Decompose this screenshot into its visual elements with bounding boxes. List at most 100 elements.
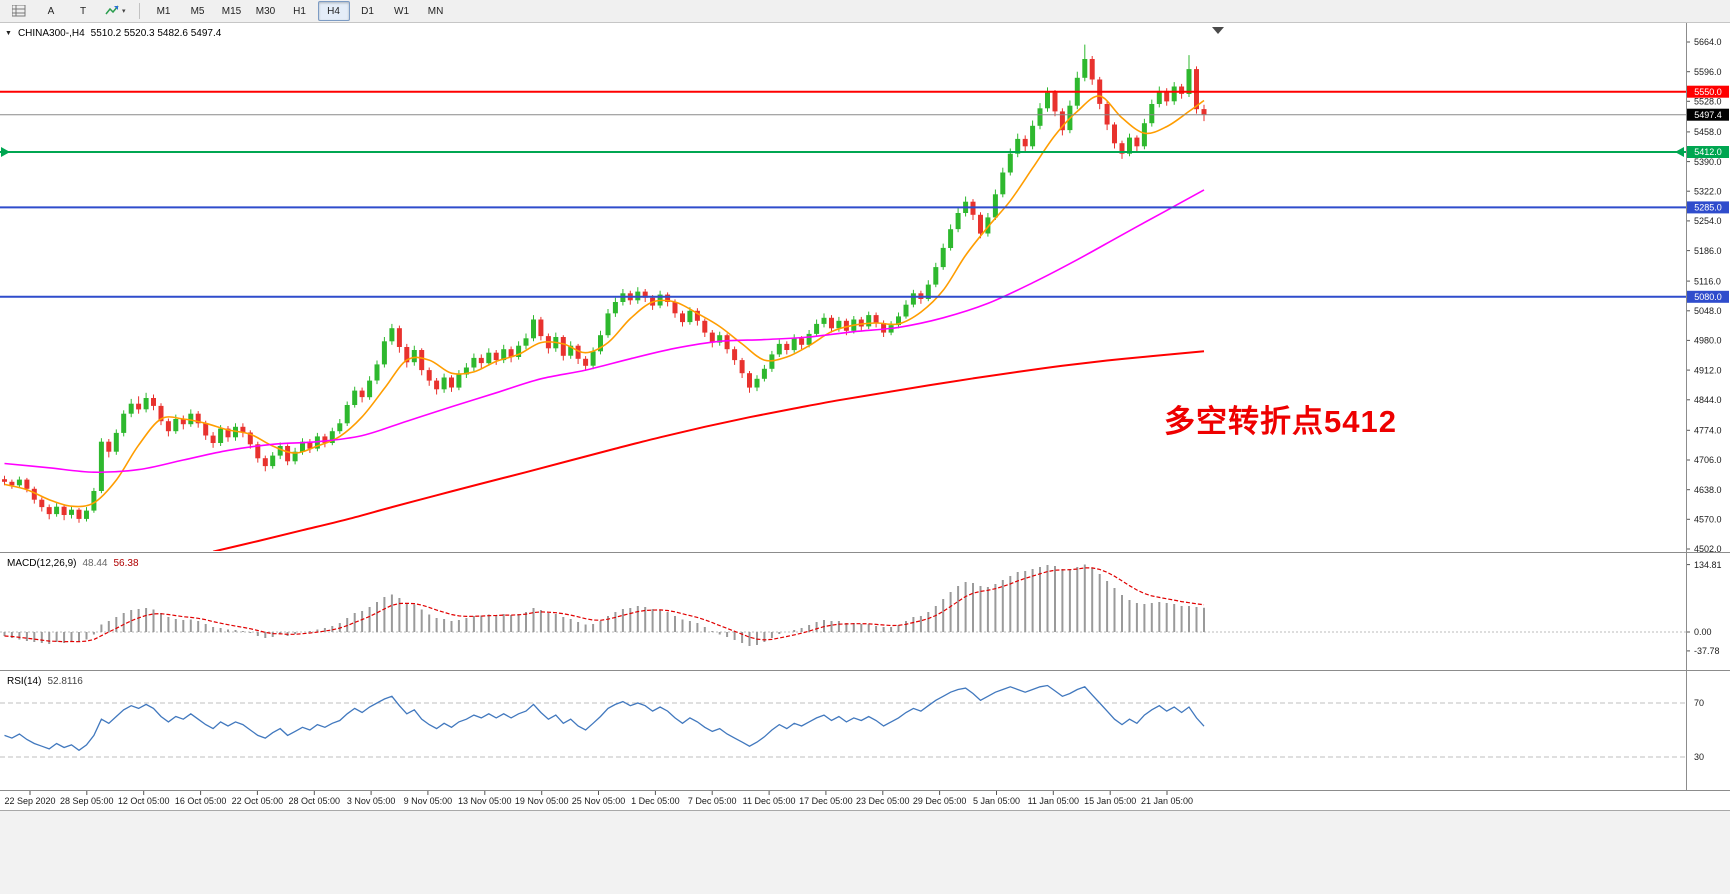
price-axis: 5664.0 5596.0 5528.0 5458.0 5390.0 5322.0 5254… [1686,37,1722,554]
timeframe-h4-button[interactable]: H4 [317,1,350,21]
macd-signal-line [4,567,1205,643]
svg-text:5497.4: 5497.4 [1694,110,1722,120]
timeframe-m5-button[interactable]: M5 [190,5,205,17]
svg-text:30: 30 [1694,752,1704,762]
svg-text:28 Oct 05:00: 28 Oct 05:00 [289,796,341,806]
svg-text:19 Nov 05:00: 19 Nov 05:00 [515,796,569,806]
svg-text:4912.0: 4912.0 [1694,365,1722,375]
macd-header: MACD(12,26,9) 48.44 56.38 [7,558,139,569]
objects-dropdown[interactable]: ▾ [100,1,131,21]
timeframe-h1-button[interactable]: H1 [293,5,306,17]
timeframe-m15-button[interactable]: M15 [221,5,242,17]
svg-text:7 Dec 05:00: 7 Dec 05:00 [688,796,737,806]
horizontal-levels: 5550.0 5497.4 5412.0 5285.0 5080.0 [0,85,1729,303]
chart-shift-marker[interactable] [1212,27,1224,34]
svg-text:5116.0: 5116.0 [1694,276,1721,286]
svg-text:21 Jan 05:00: 21 Jan 05:00 [1141,796,1193,806]
ma-fast-line [4,95,1205,508]
timeframe-d1-button[interactable]: D1 [361,5,374,17]
svg-text:25 Nov 05:00: 25 Nov 05:00 [572,796,626,806]
macd-panel: 134.81 0.00 -37.78 [0,560,1722,656]
svg-text:11 Dec 05:00: 11 Dec 05:00 [743,796,796,806]
line-arrow-right-icon [1675,147,1684,157]
svg-text:5458.0: 5458.0 [1694,127,1722,137]
axis-price-tag [1687,108,1729,121]
svg-text:70: 70 [1694,698,1704,708]
svg-text:5596.0: 5596.0 [1694,67,1722,77]
svg-text:5254.0: 5254.0 [1694,216,1722,226]
panel-separators [0,23,1730,791]
svg-text:5664.0: 5664.0 [1694,37,1722,47]
ma-slow-line [212,350,1205,551]
svg-text:16 Oct 05:00: 16 Oct 05:00 [175,796,227,806]
svg-text:4706.0: 4706.0 [1694,455,1722,465]
macd-histogram [3,564,1205,646]
collapse-arrow-icon[interactable]: ▼ [5,30,12,37]
bottom-strip [0,811,1730,894]
svg-text:5186.0: 5186.0 [1694,246,1722,256]
timeframe-w1-button[interactable]: W1 [394,5,410,17]
svg-text:4844.0: 4844.0 [1694,395,1722,405]
toolbar: A T ▾ M1 M5 M15 M30 H1 H4 D1 W1 MN [0,0,1730,23]
chart-annotation-text[interactable]: 多空转折点5412 [1164,404,1397,439]
svg-text:4774.0: 4774.0 [1694,426,1722,436]
svg-text:4980.0: 4980.0 [1694,336,1722,346]
timeframe-m1-button[interactable]: M1 [156,5,171,17]
svg-text:5 Jan 05:00: 5 Jan 05:00 [973,796,1020,806]
svg-text:11 Jan 05:00: 11 Jan 05:00 [1028,796,1079,806]
svg-text:5048.0: 5048.0 [1694,306,1722,316]
svg-text:23 Dec 05:00: 23 Dec 05:00 [856,796,910,806]
svg-text:9 Nov 05:00: 9 Nov 05:00 [404,796,453,806]
timeframe-mn-button[interactable]: MN [427,5,444,17]
svg-text:13 Nov 05:00: 13 Nov 05:00 [458,796,512,806]
macd-value: 48.44 [82,558,108,569]
chart-list-icon[interactable] [4,1,34,21]
svg-text:5390.0: 5390.0 [1694,157,1722,167]
chart-header: ▼ CHINA300-,H4 5510.2 5520.3 5482.6 5497… [5,28,221,39]
chart-list-glyph [12,5,26,17]
line-arrow-left-icon [1,147,10,157]
rsi-label: RSI(14) [7,676,42,687]
rsi-header: RSI(14) 52.8116 [7,676,83,687]
svg-text:29 Dec 05:00: 29 Dec 05:00 [913,796,967,806]
svg-text:12 Oct 05:00: 12 Oct 05:00 [118,796,170,806]
rsi-panel: 70 30 [0,684,1704,762]
symbol-timeframe-label: CHINA300-,H4 [17,28,85,39]
svg-text:17 Dec 05:00: 17 Dec 05:00 [799,796,853,806]
svg-text:-37.78: -37.78 [1694,646,1720,656]
svg-text:134.81: 134.81 [1694,560,1722,570]
svg-text:22 Oct 05:00: 22 Oct 05:00 [232,796,284,806]
svg-text:1 Dec 05:00: 1 Dec 05:00 [631,796,680,806]
svg-text:5412.0: 5412.0 [1694,147,1722,157]
svg-text:22 Sep 2020: 22 Sep 2020 [4,796,55,806]
axis-price-tag [1687,290,1729,303]
svg-text:15 Jan 05:00: 15 Jan 05:00 [1084,796,1136,806]
toolbar-separator [138,3,140,19]
rsi-line [4,684,1205,752]
axis-price-tag [1687,85,1729,98]
timeframe-m30-button[interactable]: M30 [255,5,276,17]
text-tool-button[interactable]: T [79,5,87,17]
macd-signal-value: 56.38 [113,558,139,569]
svg-text:4638.0: 4638.0 [1694,485,1722,495]
ohlc-values: 5510.2 5520.3 5482.6 5497.4 [90,28,222,39]
tool-a-button[interactable]: A [47,5,55,17]
svg-text:28 Sep 05:00: 28 Sep 05:00 [60,796,114,806]
arrows-icon [105,5,119,15]
svg-text:4502.0: 4502.0 [1694,544,1722,554]
axis-price-tag [1687,201,1729,214]
svg-text:5550.0: 5550.0 [1694,87,1722,97]
svg-text:3 Nov 05:00: 3 Nov 05:00 [347,796,396,806]
svg-text:5322.0: 5322.0 [1694,186,1722,196]
svg-text:5285.0: 5285.0 [1694,203,1722,213]
ma-medium-line [4,189,1205,474]
svg-text:5080.0: 5080.0 [1694,292,1722,302]
macd-label: MACD(12,26,9) [7,558,77,569]
svg-text:0.00: 0.00 [1694,627,1712,637]
svg-text:5528.0: 5528.0 [1694,97,1722,107]
chevron-down-icon: ▾ [122,8,126,15]
svg-text:4570.0: 4570.0 [1694,515,1722,525]
time-axis: 22 Sep 2020 28 Sep 05:00 12 Oct 05:00 16 Oc… [4,791,1193,806]
